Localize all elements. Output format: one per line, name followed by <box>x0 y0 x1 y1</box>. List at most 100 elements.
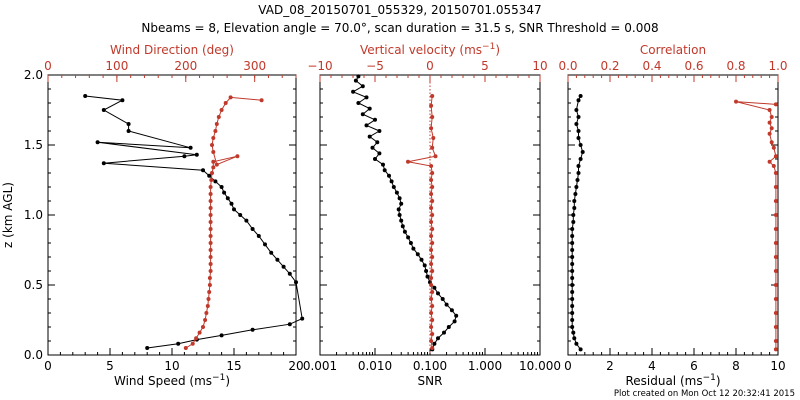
panel-wind: 0.0 0.5 1.0 1.5 2.0 z (km AGL) 0 5 10 15 20 Wind Sp… <box>1 43 305 388</box>
data-point-snr <box>411 246 416 251</box>
data-point-snr <box>360 84 365 89</box>
data-point-snr <box>400 224 405 229</box>
data-point-wind_speed <box>176 341 181 346</box>
data-point-wind_speed <box>219 333 224 338</box>
x-tick-label-top: 10 <box>532 59 547 73</box>
data-point-wind_direction <box>201 325 205 329</box>
data-point-correlation <box>773 102 778 107</box>
data-point-wind_speed <box>145 346 150 350</box>
data-point-residual <box>571 213 576 217</box>
y-axis-label: z (km AGL) <box>1 182 15 248</box>
data-point-vertical_velocity <box>430 199 435 203</box>
data-point-wind_speed <box>126 129 131 133</box>
data-point-wind_speed <box>269 250 274 255</box>
data-point-wind_speed <box>188 145 193 150</box>
panel-vertical: 0.001 0.010 0.100 1.000 10.000 SNR −10 −5 0 5 10 Ve… <box>303 42 561 388</box>
data-point-vertical_velocity <box>429 325 434 329</box>
panel-correlation: 0 2 4 6 8 10 Residual (ms−1) 0.0 0.2 0.4 0.6 0.8 1.0… <box>558 43 787 388</box>
data-point-correlation <box>767 120 772 125</box>
x-tick-label-top: 100 <box>105 59 128 73</box>
data-point-vertical_velocity <box>430 290 435 294</box>
data-point-snr <box>424 269 429 273</box>
x-axis-label-top-end: ) <box>495 43 500 57</box>
data-point-wind_direction <box>211 159 216 164</box>
data-point-snr <box>406 235 411 240</box>
data-point-snr <box>422 263 427 268</box>
data-point-snr <box>382 168 387 173</box>
data-point-wind_direction <box>214 162 219 167</box>
data-point-wind_direction <box>208 248 213 252</box>
data-point-correlation <box>769 126 774 131</box>
data-point-residual <box>570 290 575 294</box>
data-point-snr <box>356 74 361 79</box>
data-point-residual <box>573 192 578 196</box>
data-point-residual <box>576 115 581 119</box>
data-point-correlation <box>773 171 778 175</box>
data-point-wind_speed <box>300 316 305 321</box>
data-point-vertical_velocity <box>429 276 434 280</box>
x-tick-label-bottom: 0.100 <box>413 359 447 373</box>
data-point-residual <box>575 178 580 182</box>
data-point-residual <box>572 199 577 203</box>
data-point-vertical_velocity <box>430 145 435 150</box>
data-point-wind_speed <box>281 264 286 269</box>
data-point-wind_direction <box>210 171 214 175</box>
data-point-snr <box>432 285 437 290</box>
data-point-correlation <box>771 164 776 168</box>
x-tick-label-top: 0.6 <box>684 59 703 73</box>
data-point-wind_direction <box>197 330 202 335</box>
data-point-wind_direction <box>208 192 213 196</box>
data-point-correlation <box>773 227 778 231</box>
x-axis-label-bottom-sup: −1 <box>703 373 716 383</box>
y-tick-label: 0.0 <box>24 348 43 362</box>
data-point-residual <box>571 220 576 224</box>
x-tick-label-top: 0.0 <box>558 59 577 73</box>
data-point-wind_speed <box>263 242 267 247</box>
data-point-residual <box>570 269 575 273</box>
data-point-residual <box>576 171 581 175</box>
series-line-wind_speed <box>85 95 303 349</box>
data-point-residual <box>570 262 575 266</box>
x-tick-label-bottom: 0 <box>564 359 572 373</box>
data-point-snr <box>436 291 440 296</box>
data-point-residual <box>570 234 575 238</box>
data-point-correlation <box>773 347 778 352</box>
data-point-wind_speed <box>207 173 212 178</box>
data-point-vertical_velocity <box>429 234 434 238</box>
data-point-vertical_velocity <box>431 136 436 140</box>
data-point-wind_speed <box>225 196 230 201</box>
x-tick-label-top: 0.2 <box>600 59 619 73</box>
data-point-snr <box>396 207 401 212</box>
data-point-vertical_velocity <box>429 248 434 252</box>
data-point-wind_direction <box>208 199 213 203</box>
data-point-snr <box>408 241 413 245</box>
data-point-snr <box>436 336 440 341</box>
data-point-vertical_velocity <box>430 185 435 189</box>
x-tick-label-bottom: 0.001 <box>303 359 337 373</box>
data-point-vertical_velocity <box>429 178 434 182</box>
data-point-wind_direction <box>259 98 264 103</box>
data-point-correlation <box>773 241 778 245</box>
x-axis-label-bottom-main: SNR <box>418 374 443 388</box>
data-point-residual <box>576 164 581 168</box>
data-point-correlation <box>773 339 778 343</box>
data-point-wind_direction <box>228 95 233 100</box>
data-point-snr <box>387 173 391 178</box>
data-point-residual <box>570 276 575 280</box>
data-point-wind_direction <box>207 276 212 280</box>
data-point-snr <box>375 140 380 145</box>
data-point-snr <box>402 229 407 234</box>
data-point-residual <box>576 136 581 140</box>
x-tick-label-bottom: 1.000 <box>468 359 502 373</box>
data-point-wind_speed <box>232 207 236 212</box>
x-tick-label-top: 5 <box>481 59 489 73</box>
x-axis-label-bottom-end: ) <box>716 374 721 388</box>
x-tick-label-top: 200 <box>174 59 197 73</box>
data-point-residual <box>570 283 575 287</box>
data-point-wind_speed <box>126 122 131 126</box>
data-point-wind_direction <box>208 227 213 231</box>
data-point-wind_speed <box>219 185 224 189</box>
data-point-wind_direction <box>203 318 208 322</box>
data-point-wind_speed <box>83 94 88 98</box>
